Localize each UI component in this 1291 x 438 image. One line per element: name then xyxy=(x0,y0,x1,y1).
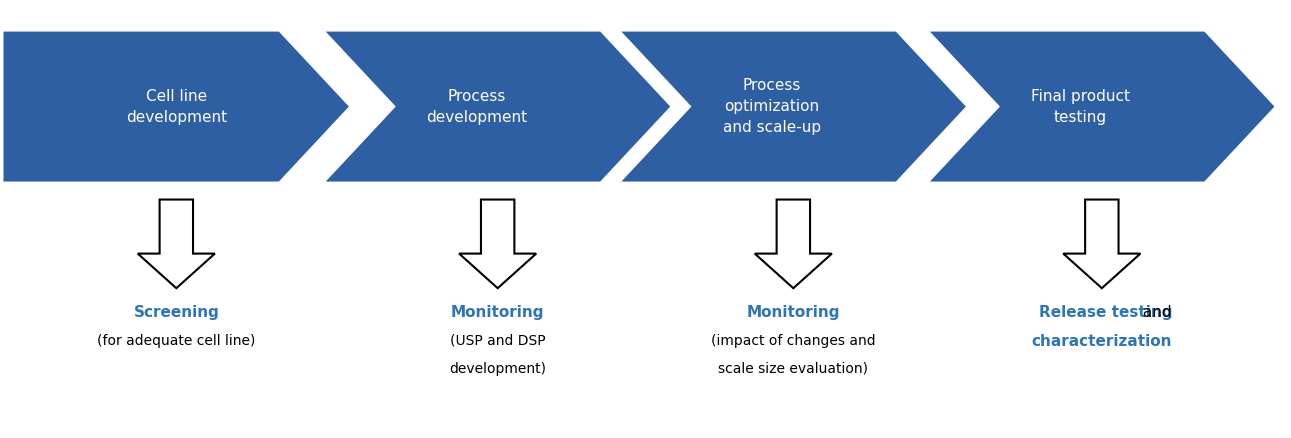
Text: Process
optimization
and scale-up: Process optimization and scale-up xyxy=(723,78,821,135)
Text: Process
development: Process development xyxy=(426,88,527,124)
Text: (USP and DSP: (USP and DSP xyxy=(449,334,546,348)
Text: Release testing and: Release testing and xyxy=(1026,305,1177,321)
Text: Monitoring: Monitoring xyxy=(451,305,545,321)
Text: Monitoring: Monitoring xyxy=(746,305,840,321)
Text: characterization: characterization xyxy=(1032,334,1172,349)
Text: Release testing: Release testing xyxy=(1039,305,1174,321)
Text: (for adequate cell line): (for adequate cell line) xyxy=(97,334,256,348)
Text: Cell line
development: Cell line development xyxy=(125,88,227,124)
Polygon shape xyxy=(3,31,350,182)
Polygon shape xyxy=(928,31,1276,182)
Polygon shape xyxy=(138,200,214,288)
Text: (impact of changes and: (impact of changes and xyxy=(711,334,875,348)
Polygon shape xyxy=(1064,200,1140,288)
Text: and: and xyxy=(1137,305,1172,321)
Polygon shape xyxy=(755,200,831,288)
Polygon shape xyxy=(460,200,536,288)
Polygon shape xyxy=(620,31,967,182)
Text: Final product
testing: Final product testing xyxy=(1032,88,1130,124)
Text: scale size evaluation): scale size evaluation) xyxy=(718,362,869,376)
Text: Screening: Screening xyxy=(133,305,219,321)
Polygon shape xyxy=(324,31,671,182)
Text: development): development) xyxy=(449,362,546,376)
